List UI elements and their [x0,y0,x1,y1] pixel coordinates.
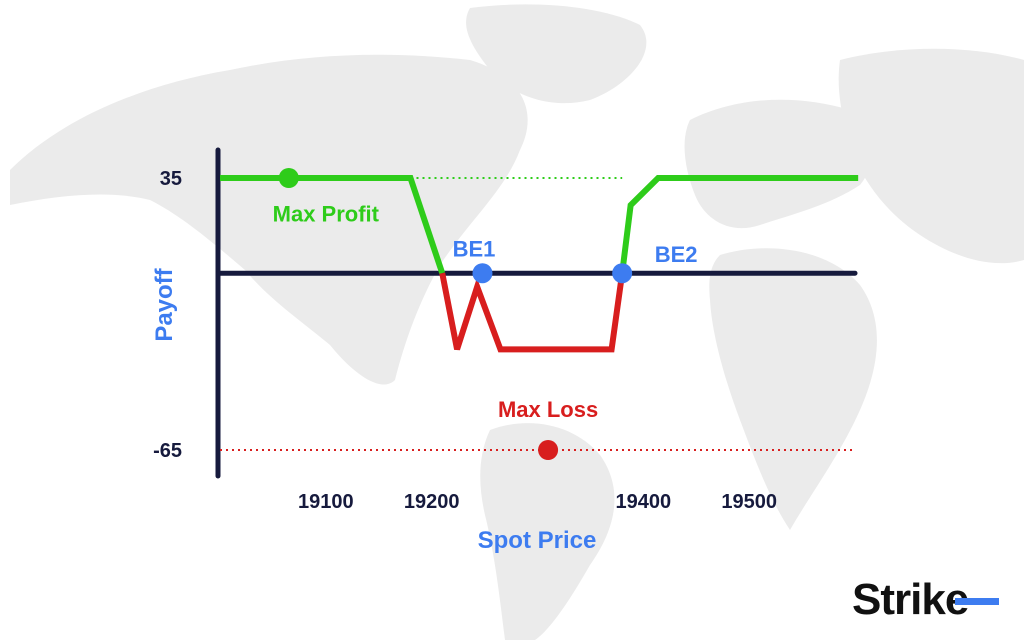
loss-segment-1 [439,272,626,353]
map-europe [684,99,874,229]
markers [278,168,633,460]
reference-lines [220,177,855,451]
max-profit-label: Max Profit [273,201,380,226]
map-south-america [480,423,615,640]
logo-wordmark: Strike [852,575,968,624]
map-africa [709,248,877,530]
world-map-background [10,4,1024,640]
x-tick-label: 19400 [616,491,672,513]
x-tick-label: 19100 [298,491,354,513]
profit-segment-2 [619,175,859,274]
map-greenland [466,4,647,104]
x-tick-label: 19500 [721,491,777,513]
break-even-marker [612,263,633,284]
max-profit-marker [278,168,299,188]
y-tick-label: -65 [153,440,182,462]
y-tick-label: 35 [160,168,182,190]
break-even-marker [472,263,493,284]
max-loss-marker [538,440,559,460]
max-loss-label: Max Loss [498,397,598,422]
x-axis-title: Spot Price [478,527,597,554]
map-asia [838,48,1024,264]
be2-label: BE2 [655,242,698,267]
logo-accent-bar [955,598,999,605]
y-axis-title: Payoff [151,267,178,341]
map-north-america [10,54,528,385]
x-tick-label: 19200 [404,491,460,513]
strike-logo: Strike [852,575,999,624]
be1-label: BE1 [453,237,496,262]
